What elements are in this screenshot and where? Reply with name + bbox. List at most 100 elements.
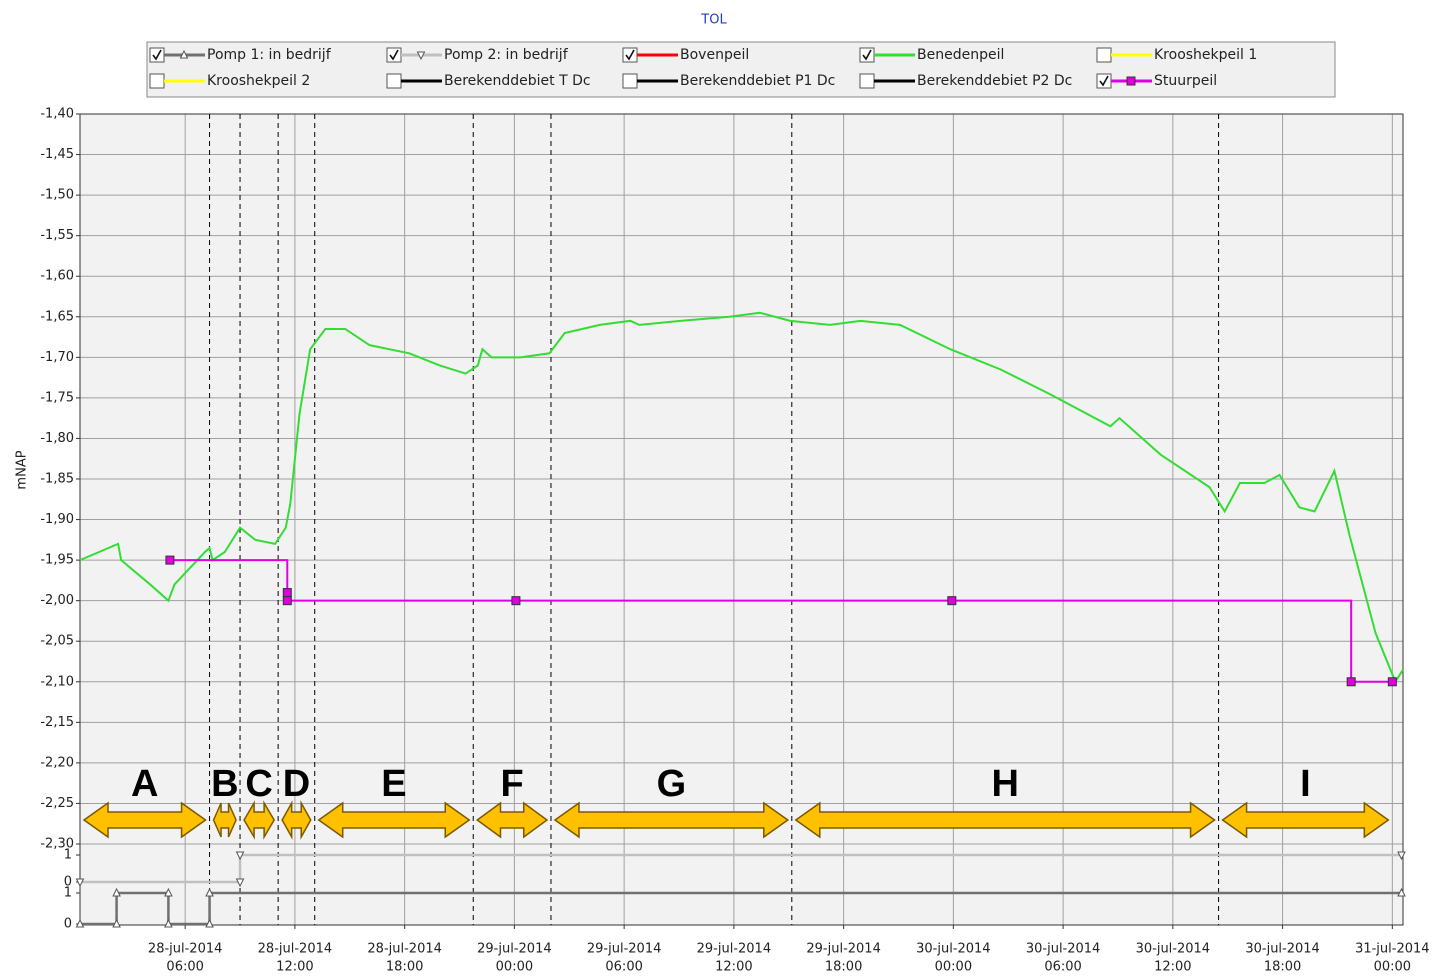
y-tick-label: -1,40 <box>40 107 74 122</box>
y-tick-label: -1,95 <box>40 553 74 568</box>
data-point <box>1397 851 1406 861</box>
x-tick-label: 00:00 <box>496 960 533 975</box>
data-point <box>205 918 214 928</box>
legend-checkbox[interactable] <box>1096 47 1112 63</box>
y-tick-label: -1,50 <box>40 188 74 203</box>
data-point <box>164 918 173 928</box>
phase-label: A <box>131 763 158 805</box>
pump1-tick-label: 1 <box>64 886 72 901</box>
legend-checkbox[interactable] <box>386 47 402 63</box>
phase-label: C <box>245 763 272 805</box>
data-point <box>511 596 521 606</box>
pump1-tick-label: 0 <box>64 917 72 932</box>
plot-border <box>79 113 1404 926</box>
series-line <box>80 891 1402 926</box>
legend-marker <box>1126 76 1136 86</box>
x-tick-label: 06:00 <box>166 960 203 975</box>
legend-label: Pomp 1: in bedrijf <box>207 47 332 63</box>
x-tick-label: 06:00 <box>1044 960 1081 975</box>
phase-label: H <box>991 763 1018 805</box>
x-tick-label: 00:00 <box>1374 960 1411 975</box>
data-point <box>205 887 214 897</box>
legend-checkbox[interactable] <box>859 73 875 89</box>
data-point <box>112 918 121 928</box>
phase-label: G <box>657 763 687 805</box>
y-tick-label: -1,65 <box>40 309 74 324</box>
x-tick-label: 29-jul-2014 <box>477 942 551 957</box>
legend-checkbox[interactable] <box>386 73 402 89</box>
legend-label: Krooshekpeil 1 <box>1154 47 1257 63</box>
x-tick-label: 12:00 <box>1154 960 1191 975</box>
data-point <box>75 918 85 928</box>
legend-checkbox[interactable] <box>859 47 875 63</box>
series-line <box>80 853 1402 884</box>
y-axis-label: mNAP <box>15 450 30 489</box>
legend-label: Benedenpeil <box>917 47 1004 63</box>
phase-label: D <box>283 763 310 805</box>
x-tick-label: 00:00 <box>935 960 972 975</box>
y-tick-label: -1,85 <box>40 472 74 487</box>
data-point <box>947 596 957 606</box>
data-point <box>282 596 292 606</box>
x-tick-label: 31-jul-2014 <box>1355 942 1429 957</box>
x-tick-label: 06:00 <box>605 960 642 975</box>
y-tick-label: -2,05 <box>40 634 74 649</box>
y-tick-label: -1,70 <box>40 350 74 365</box>
legend-check <box>1099 75 1109 87</box>
y-tick-label: -1,55 <box>40 228 74 243</box>
y-tick-label: -2,30 <box>40 837 74 852</box>
legend-marker <box>416 51 426 61</box>
legend-checkbox[interactable] <box>149 47 165 63</box>
phase-label: I <box>1300 763 1311 805</box>
x-tick-label: 30-jul-2014 <box>916 942 990 957</box>
legend <box>146 41 1336 98</box>
data-point <box>75 878 85 888</box>
x-tick-label: 29-jul-2014 <box>806 942 880 957</box>
phase-label: E <box>381 763 406 805</box>
series-line <box>79 311 1404 684</box>
x-tick-label: 29-jul-2014 <box>697 942 771 957</box>
phase-arrow <box>317 801 471 839</box>
data-point <box>112 887 121 897</box>
y-tick-label: -1,45 <box>40 147 74 162</box>
phase-label: F <box>500 763 523 805</box>
data-point <box>235 878 245 888</box>
pump2-tick-label: 0 <box>64 875 72 890</box>
data-point <box>164 887 173 897</box>
legend-label: Berekenddebiet P2 Dc <box>917 73 1072 89</box>
y-tick-label: -2,20 <box>40 755 74 770</box>
chart-title: TOL <box>700 13 727 28</box>
phase-arrow <box>82 801 207 839</box>
phase-arrow <box>281 800 312 840</box>
y-tick-label: -2,15 <box>40 715 74 730</box>
phase-arrow <box>212 802 237 838</box>
x-tick-label: 29-jul-2014 <box>587 942 661 957</box>
legend-checkbox[interactable] <box>622 73 638 89</box>
legend-label: Bovenpeil <box>680 47 749 63</box>
x-tick-label: 30-jul-2014 <box>1136 942 1210 957</box>
data-point <box>235 851 245 861</box>
y-tick-label: -2,25 <box>40 796 74 811</box>
x-tick-label: 12:00 <box>276 960 313 975</box>
legend-check <box>625 49 635 61</box>
legend-label: Pomp 2: in bedrijf <box>444 47 569 63</box>
data-point <box>1387 677 1397 687</box>
data-point <box>282 588 292 598</box>
x-tick-label: 28-jul-2014 <box>367 942 441 957</box>
legend-checkbox[interactable] <box>1096 73 1112 89</box>
y-tick-label: -1,60 <box>40 269 74 284</box>
data-point <box>1346 677 1356 687</box>
legend-label: Stuurpeil <box>1154 73 1217 89</box>
phase-arrow <box>553 801 790 839</box>
legend-checkbox[interactable] <box>149 73 165 89</box>
legend-marker <box>179 49 189 59</box>
x-tick-label: 30-jul-2014 <box>1245 942 1319 957</box>
legend-label: Berekenddebiet T Dc <box>444 73 591 89</box>
x-tick-label: 18:00 <box>825 960 862 975</box>
legend-checkbox[interactable] <box>622 47 638 63</box>
phase-arrow <box>794 801 1216 839</box>
pump2-tick-label: 1 <box>64 848 72 863</box>
x-tick-label: 18:00 <box>1264 960 1301 975</box>
y-tick-label: -1,80 <box>40 431 74 446</box>
